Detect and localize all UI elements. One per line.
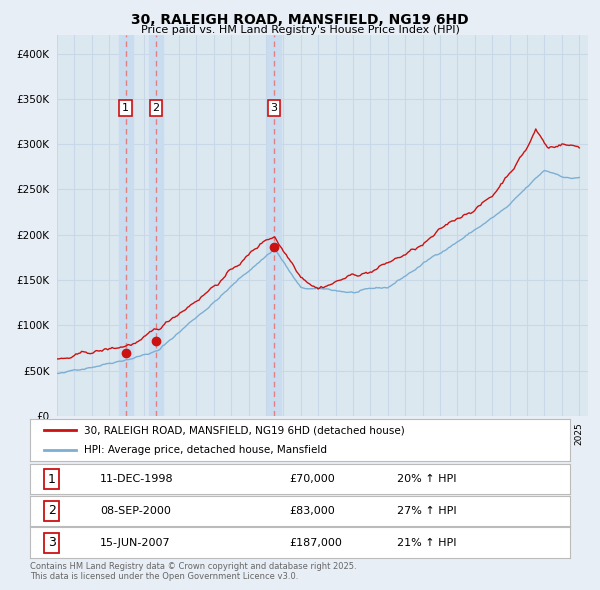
Text: 3: 3 (271, 103, 277, 113)
Text: £187,000: £187,000 (289, 538, 342, 548)
Text: 1: 1 (122, 103, 129, 113)
Text: Price paid vs. HM Land Registry's House Price Index (HPI): Price paid vs. HM Land Registry's House … (140, 25, 460, 35)
Text: 30, RALEIGH ROAD, MANSFIELD, NG19 6HD: 30, RALEIGH ROAD, MANSFIELD, NG19 6HD (131, 13, 469, 27)
Text: 21% ↑ HPI: 21% ↑ HPI (397, 538, 457, 548)
Text: 2: 2 (152, 103, 160, 113)
Text: £83,000: £83,000 (289, 506, 335, 516)
Text: 3: 3 (47, 536, 56, 549)
Bar (119, 35, 133, 416)
Text: 1: 1 (47, 473, 56, 486)
Text: 2: 2 (47, 504, 56, 517)
Text: 11-DEC-1998: 11-DEC-1998 (100, 474, 174, 484)
Text: 20% ↑ HPI: 20% ↑ HPI (397, 474, 457, 484)
Bar (267, 35, 281, 416)
Text: £70,000: £70,000 (289, 474, 335, 484)
Text: 30, RALEIGH ROAD, MANSFIELD, NG19 6HD (detached house): 30, RALEIGH ROAD, MANSFIELD, NG19 6HD (d… (84, 425, 405, 435)
Text: 27% ↑ HPI: 27% ↑ HPI (397, 506, 457, 516)
Text: HPI: Average price, detached house, Mansfield: HPI: Average price, detached house, Mans… (84, 445, 327, 455)
Bar (149, 35, 163, 416)
Text: Contains HM Land Registry data © Crown copyright and database right 2025.
This d: Contains HM Land Registry data © Crown c… (30, 562, 356, 581)
Text: 08-SEP-2000: 08-SEP-2000 (100, 506, 171, 516)
Text: 15-JUN-2007: 15-JUN-2007 (100, 538, 171, 548)
